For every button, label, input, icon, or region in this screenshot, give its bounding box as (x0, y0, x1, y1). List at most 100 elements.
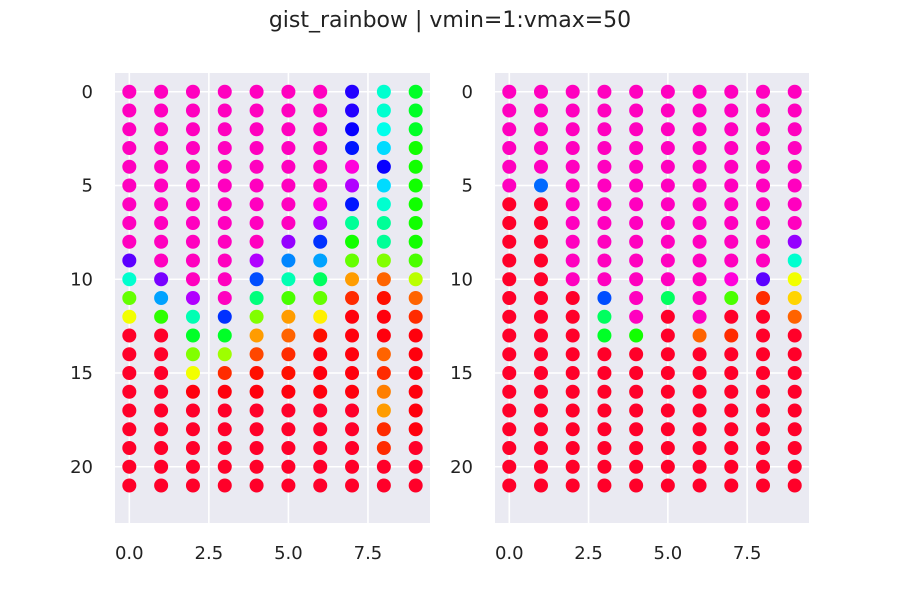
scatter-point (376, 309, 391, 324)
scatter-point (408, 122, 423, 137)
scatter-point (313, 422, 328, 437)
scatter-point (756, 159, 771, 174)
scatter-point (185, 84, 200, 99)
scatter-point (565, 478, 580, 493)
scatter-point (724, 197, 739, 212)
scatter-point (565, 328, 580, 343)
y-tick-label: 15 (70, 363, 93, 384)
scatter-point (565, 347, 580, 362)
y-tick-label: 20 (70, 457, 93, 478)
scatter-point (408, 253, 423, 268)
scatter-point (629, 441, 644, 455)
scatter-point (629, 291, 644, 305)
scatter-point (408, 141, 423, 155)
scatter-point (787, 272, 802, 287)
scatter-point (122, 253, 137, 268)
scatter-point (502, 384, 517, 399)
scatter-point (313, 441, 328, 455)
scatter-point (502, 328, 517, 343)
scatter-point (597, 122, 612, 137)
scatter-point (565, 122, 580, 137)
scatter-point (345, 459, 360, 474)
scatter-point (533, 197, 548, 212)
scatter-point (692, 347, 707, 362)
scatter-point (313, 159, 328, 174)
scatter-point (217, 478, 232, 493)
scatter-point (660, 403, 675, 418)
scatter-point (660, 459, 675, 474)
scatter-point (217, 234, 232, 249)
scatter-point (345, 122, 360, 137)
scatter-point (629, 84, 644, 99)
scatter-point (756, 478, 771, 493)
scatter-point (345, 291, 360, 305)
scatter-point (787, 328, 802, 343)
scatter-point (122, 84, 137, 99)
scatter-point (185, 309, 200, 324)
scatter-point (154, 216, 169, 230)
scatter-point (629, 272, 644, 287)
scatter-point (345, 103, 360, 118)
scatter-point (408, 422, 423, 437)
scatter-point (502, 366, 517, 380)
scatter-point (408, 216, 423, 230)
scatter-point (724, 159, 739, 174)
scatter-point (217, 197, 232, 212)
scatter-point (660, 441, 675, 455)
scatter-point (154, 197, 169, 212)
scatter-point (217, 178, 232, 193)
scatter-point (313, 197, 328, 212)
scatter-point (345, 422, 360, 437)
scatter-point (376, 141, 391, 155)
scatter-point (345, 216, 360, 230)
scatter-point (154, 234, 169, 249)
scatter-point (660, 384, 675, 399)
scatter-point (217, 422, 232, 437)
scatter-point (249, 347, 264, 362)
scatter-point (249, 309, 264, 324)
scatter-point (533, 422, 548, 437)
scatter-point (217, 347, 232, 362)
scatter-point (376, 291, 391, 305)
scatter-point (724, 103, 739, 118)
scatter-point (660, 103, 675, 118)
scatter-point (597, 291, 612, 305)
scatter-point (217, 272, 232, 287)
scatter-point (660, 422, 675, 437)
scatter-point (724, 309, 739, 324)
scatter-point (756, 122, 771, 137)
scatter-point (724, 291, 739, 305)
x-tick-label: 5.0 (274, 543, 303, 564)
scatter-point (660, 159, 675, 174)
x-tick-label: 0.0 (495, 543, 524, 564)
scatter-point (376, 84, 391, 99)
scatter-point (185, 384, 200, 399)
scatter-point (249, 159, 264, 174)
scatter-point (597, 309, 612, 324)
scatter-point (660, 253, 675, 268)
scatter-points (122, 84, 423, 493)
scatter-point (533, 216, 548, 230)
scatter-point (281, 347, 296, 362)
scatter-point (313, 384, 328, 399)
scatter-point (533, 309, 548, 324)
scatter-point (408, 441, 423, 455)
scatter-point (502, 178, 517, 193)
scatter-point (629, 478, 644, 493)
scatter-point (756, 141, 771, 155)
scatter-point (692, 422, 707, 437)
scatter-point (122, 422, 137, 437)
y-tick-label: 20 (450, 457, 473, 478)
scatter-point (660, 178, 675, 193)
scatter-point (597, 272, 612, 287)
scatter-point (154, 403, 169, 418)
scatter-point (154, 459, 169, 474)
scatter-point (185, 291, 200, 305)
scatter-point (281, 478, 296, 493)
scatter-point (533, 234, 548, 249)
scatter-point (502, 291, 517, 305)
scatter-point (629, 141, 644, 155)
scatter-point (185, 234, 200, 249)
scatter-point (565, 403, 580, 418)
